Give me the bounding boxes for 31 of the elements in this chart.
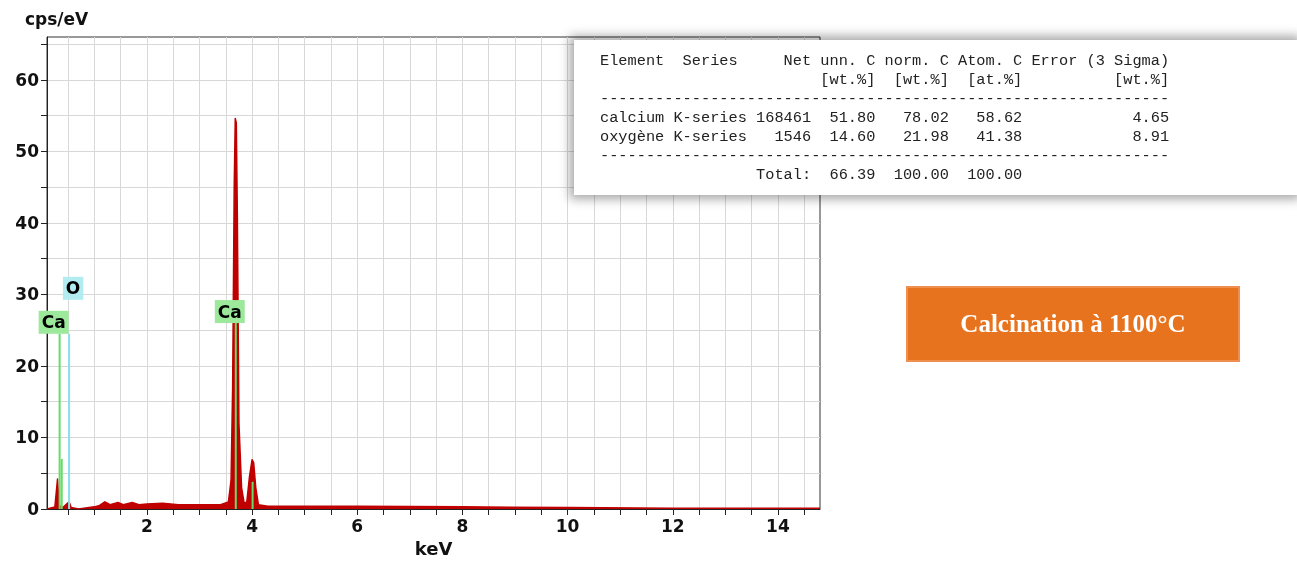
annotation: -------------------------------------------------------------- — [600, 147, 1171, 166]
data-label: O — [65, 278, 81, 299]
x-tick-label: 2 — [140, 515, 153, 536]
y-tick-label: 30 — [15, 284, 40, 305]
x-tick-label: 12 — [660, 515, 685, 536]
annotation: Total: 66.39 100.00 100.00 — [755, 166, 1024, 185]
y-tick-label: 50 — [15, 141, 40, 162]
x-tick-label: 4 — [246, 515, 259, 536]
bar — [251, 481, 254, 509]
bar — [58, 333, 61, 509]
annotation: Element Series Net unn. C norm. C Atom. C Error (3 Sigma) — [600, 52, 1171, 71]
annotation: calcium K-series 168461 51.80 78.02 58.62 4.65 — [600, 109, 1171, 128]
y-tick-label: 0 — [27, 499, 40, 519]
x-axis-title: keV — [414, 537, 453, 559]
data-label: Ca — [41, 312, 66, 333]
y-tick-label: 20 — [15, 355, 40, 376]
x-tick-label: 10 — [555, 515, 580, 536]
data-label: Ca — [217, 301, 242, 322]
y-tick-label: 10 — [15, 427, 40, 448]
x-tick-label: 8 — [456, 515, 469, 536]
annotation: -------------------------------------------------------------- — [600, 90, 1171, 109]
bar — [234, 323, 237, 509]
y-tick-label: 40 — [15, 212, 40, 233]
y-tick-label: 60 — [15, 69, 40, 90]
text: Calcination à 1100°C — [960, 310, 1186, 338]
annotation: [wt.%] [wt.%] [at.%] [wt.%] — [819, 71, 1171, 90]
annotation: oxygène K-series 1546 14.60 21.98 41.38 8.91 — [600, 128, 1171, 147]
y-axis-title: cps/eV — [25, 8, 90, 29]
bar — [68, 333, 71, 509]
x-tick-label: 6 — [351, 515, 364, 536]
x-tick-label: 14 — [766, 515, 790, 536]
